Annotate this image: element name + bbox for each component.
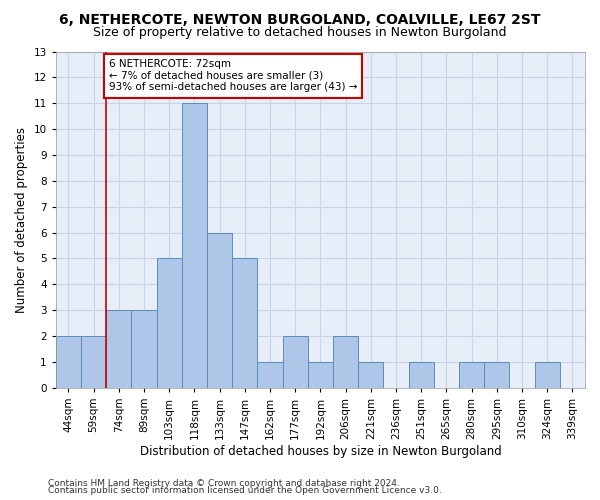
Bar	[333, 336, 358, 388]
Bar	[106, 310, 131, 388]
Bar	[81, 336, 106, 388]
Bar	[535, 362, 560, 388]
X-axis label: Distribution of detached houses by size in Newton Burgoland: Distribution of detached houses by size …	[140, 444, 501, 458]
Bar	[207, 232, 232, 388]
Bar	[484, 362, 509, 388]
Text: 6, NETHERCOTE, NEWTON BURGOLAND, COALVILLE, LE67 2ST: 6, NETHERCOTE, NEWTON BURGOLAND, COALVIL…	[59, 12, 541, 26]
Text: Size of property relative to detached houses in Newton Burgoland: Size of property relative to detached ho…	[93, 26, 507, 39]
Text: Contains public sector information licensed under the Open Government Licence v3: Contains public sector information licen…	[48, 486, 442, 495]
Bar	[459, 362, 484, 388]
Bar	[157, 258, 182, 388]
Bar	[182, 103, 207, 388]
Bar	[232, 258, 257, 388]
Bar	[56, 336, 81, 388]
Bar	[131, 310, 157, 388]
Bar	[283, 336, 308, 388]
Bar	[358, 362, 383, 388]
Text: Contains HM Land Registry data © Crown copyright and database right 2024.: Contains HM Land Registry data © Crown c…	[48, 478, 400, 488]
Text: 6 NETHERCOTE: 72sqm
← 7% of detached houses are smaller (3)
93% of semi-detached: 6 NETHERCOTE: 72sqm ← 7% of detached hou…	[109, 60, 357, 92]
Bar	[257, 362, 283, 388]
Bar	[308, 362, 333, 388]
Y-axis label: Number of detached properties: Number of detached properties	[15, 126, 28, 312]
Bar	[409, 362, 434, 388]
